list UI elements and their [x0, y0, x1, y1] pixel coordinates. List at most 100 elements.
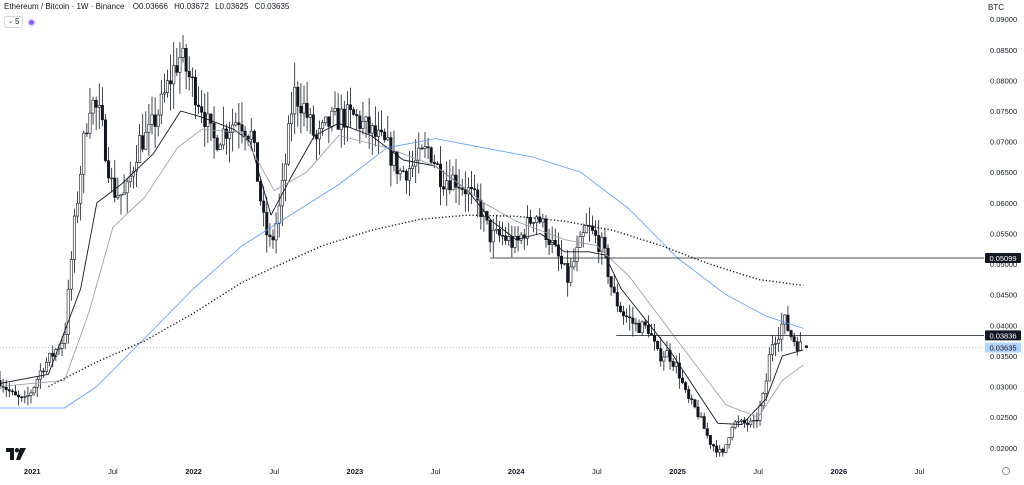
- candle-body: [26, 395, 30, 397]
- candle-body: [175, 65, 179, 73]
- candle-body: [581, 232, 585, 237]
- candle-body: [268, 234, 272, 237]
- candle-body: [94, 99, 98, 108]
- candle-body: [566, 263, 570, 283]
- candle-body: [327, 116, 331, 127]
- candle-body: [134, 162, 138, 172]
- y-tick-label: 0.02000: [990, 444, 1017, 453]
- candle-body: [628, 316, 632, 319]
- indicator-settings-icon[interactable]: [27, 17, 37, 27]
- x-tick-label: Jul: [592, 467, 602, 476]
- candle-body: [764, 380, 768, 394]
- candle-body: [51, 352, 55, 357]
- candle-body: [190, 76, 194, 79]
- symbol-title[interactable]: Ethereum / Bitcoin · 1W · Binance: [4, 2, 125, 11]
- y-tick-label: 0.07000: [990, 138, 1017, 147]
- candle-body: [451, 174, 455, 191]
- candle-body: [221, 128, 225, 146]
- y-tick-label: 0.05500: [990, 229, 1017, 238]
- y-tick-label: 0.02500: [990, 413, 1017, 422]
- candle-body: [373, 125, 377, 137]
- candle-body: [349, 104, 353, 110]
- candle-body: [501, 234, 505, 237]
- candle-body: [398, 170, 402, 175]
- candle-body: [442, 186, 446, 190]
- candle-body: [125, 181, 129, 194]
- candle-body: [392, 151, 396, 166]
- candle-body: [407, 168, 411, 181]
- x-tick-label: Jul: [753, 467, 763, 476]
- candle-body: [532, 222, 536, 224]
- candle-body: [578, 236, 582, 248]
- candle-body: [66, 288, 70, 335]
- candle-body: [774, 343, 778, 345]
- gear-icon[interactable]: [1002, 467, 1010, 475]
- candle-body: [240, 124, 244, 132]
- candle-body: [544, 218, 548, 240]
- candle-body: [780, 323, 784, 340]
- candle-body: [653, 334, 657, 342]
- candle-body: [147, 124, 151, 133]
- candle-body: [643, 321, 647, 326]
- candle-body: [609, 276, 613, 288]
- candle-body: [296, 86, 300, 107]
- candle-body: [411, 165, 415, 169]
- candle-body: [684, 382, 688, 390]
- candle-body: [265, 211, 269, 236]
- candle-body: [612, 286, 616, 293]
- candle-body: [85, 132, 89, 135]
- candle-body: [69, 259, 73, 290]
- candle-body: [699, 416, 703, 418]
- candle-body: [293, 86, 297, 115]
- high-value: 0.03672: [179, 2, 209, 11]
- candle-body: [749, 420, 753, 425]
- candle-body: [417, 147, 421, 161]
- candle-body: [705, 428, 709, 436]
- candle-body: [715, 445, 719, 453]
- candle-body: [172, 65, 176, 85]
- candle-body: [693, 399, 697, 408]
- candle-body: [193, 76, 197, 106]
- x-tick-label: 2025: [669, 467, 686, 476]
- candle-body: [414, 159, 418, 167]
- candle-body: [708, 435, 712, 445]
- candle-body: [48, 352, 52, 363]
- candle-body: [302, 102, 306, 114]
- candle-body: [718, 448, 722, 453]
- candle-body: [519, 234, 523, 241]
- candle-body: [370, 125, 374, 134]
- low-value: 0.03625: [219, 2, 249, 11]
- candle-body: [640, 321, 644, 333]
- candle-body: [181, 47, 185, 58]
- candle-body: [150, 114, 154, 125]
- candle-body: [355, 114, 359, 117]
- candle-body: [162, 92, 166, 95]
- candle-body: [696, 406, 700, 417]
- candle-body: [674, 362, 678, 367]
- candle-body: [361, 121, 365, 129]
- candle-body: [308, 114, 312, 118]
- candle-body: [569, 266, 573, 283]
- candle-body: [792, 336, 796, 342]
- candle-body: [404, 170, 408, 181]
- candle-body: [197, 104, 201, 107]
- candle-body: [277, 205, 281, 224]
- candle-body: [637, 322, 641, 333]
- candle-body: [259, 181, 263, 202]
- candle-body: [504, 235, 508, 241]
- candle-body: [113, 177, 117, 198]
- candle-body: [687, 389, 691, 399]
- low-label: L: [215, 2, 220, 11]
- candle-body: [224, 128, 228, 139]
- indicator-count-chip[interactable]: ⌄ 5: [4, 16, 24, 28]
- candle-body: [600, 237, 604, 252]
- chevron-down-icon: ⌄: [8, 19, 14, 25]
- candle-body: [690, 398, 694, 401]
- x-tick-label: Jul: [915, 467, 925, 476]
- candle-body: [380, 129, 384, 133]
- candle-body: [507, 236, 511, 241]
- x-tick-label: 2021: [24, 467, 41, 476]
- candle-body: [631, 317, 635, 324]
